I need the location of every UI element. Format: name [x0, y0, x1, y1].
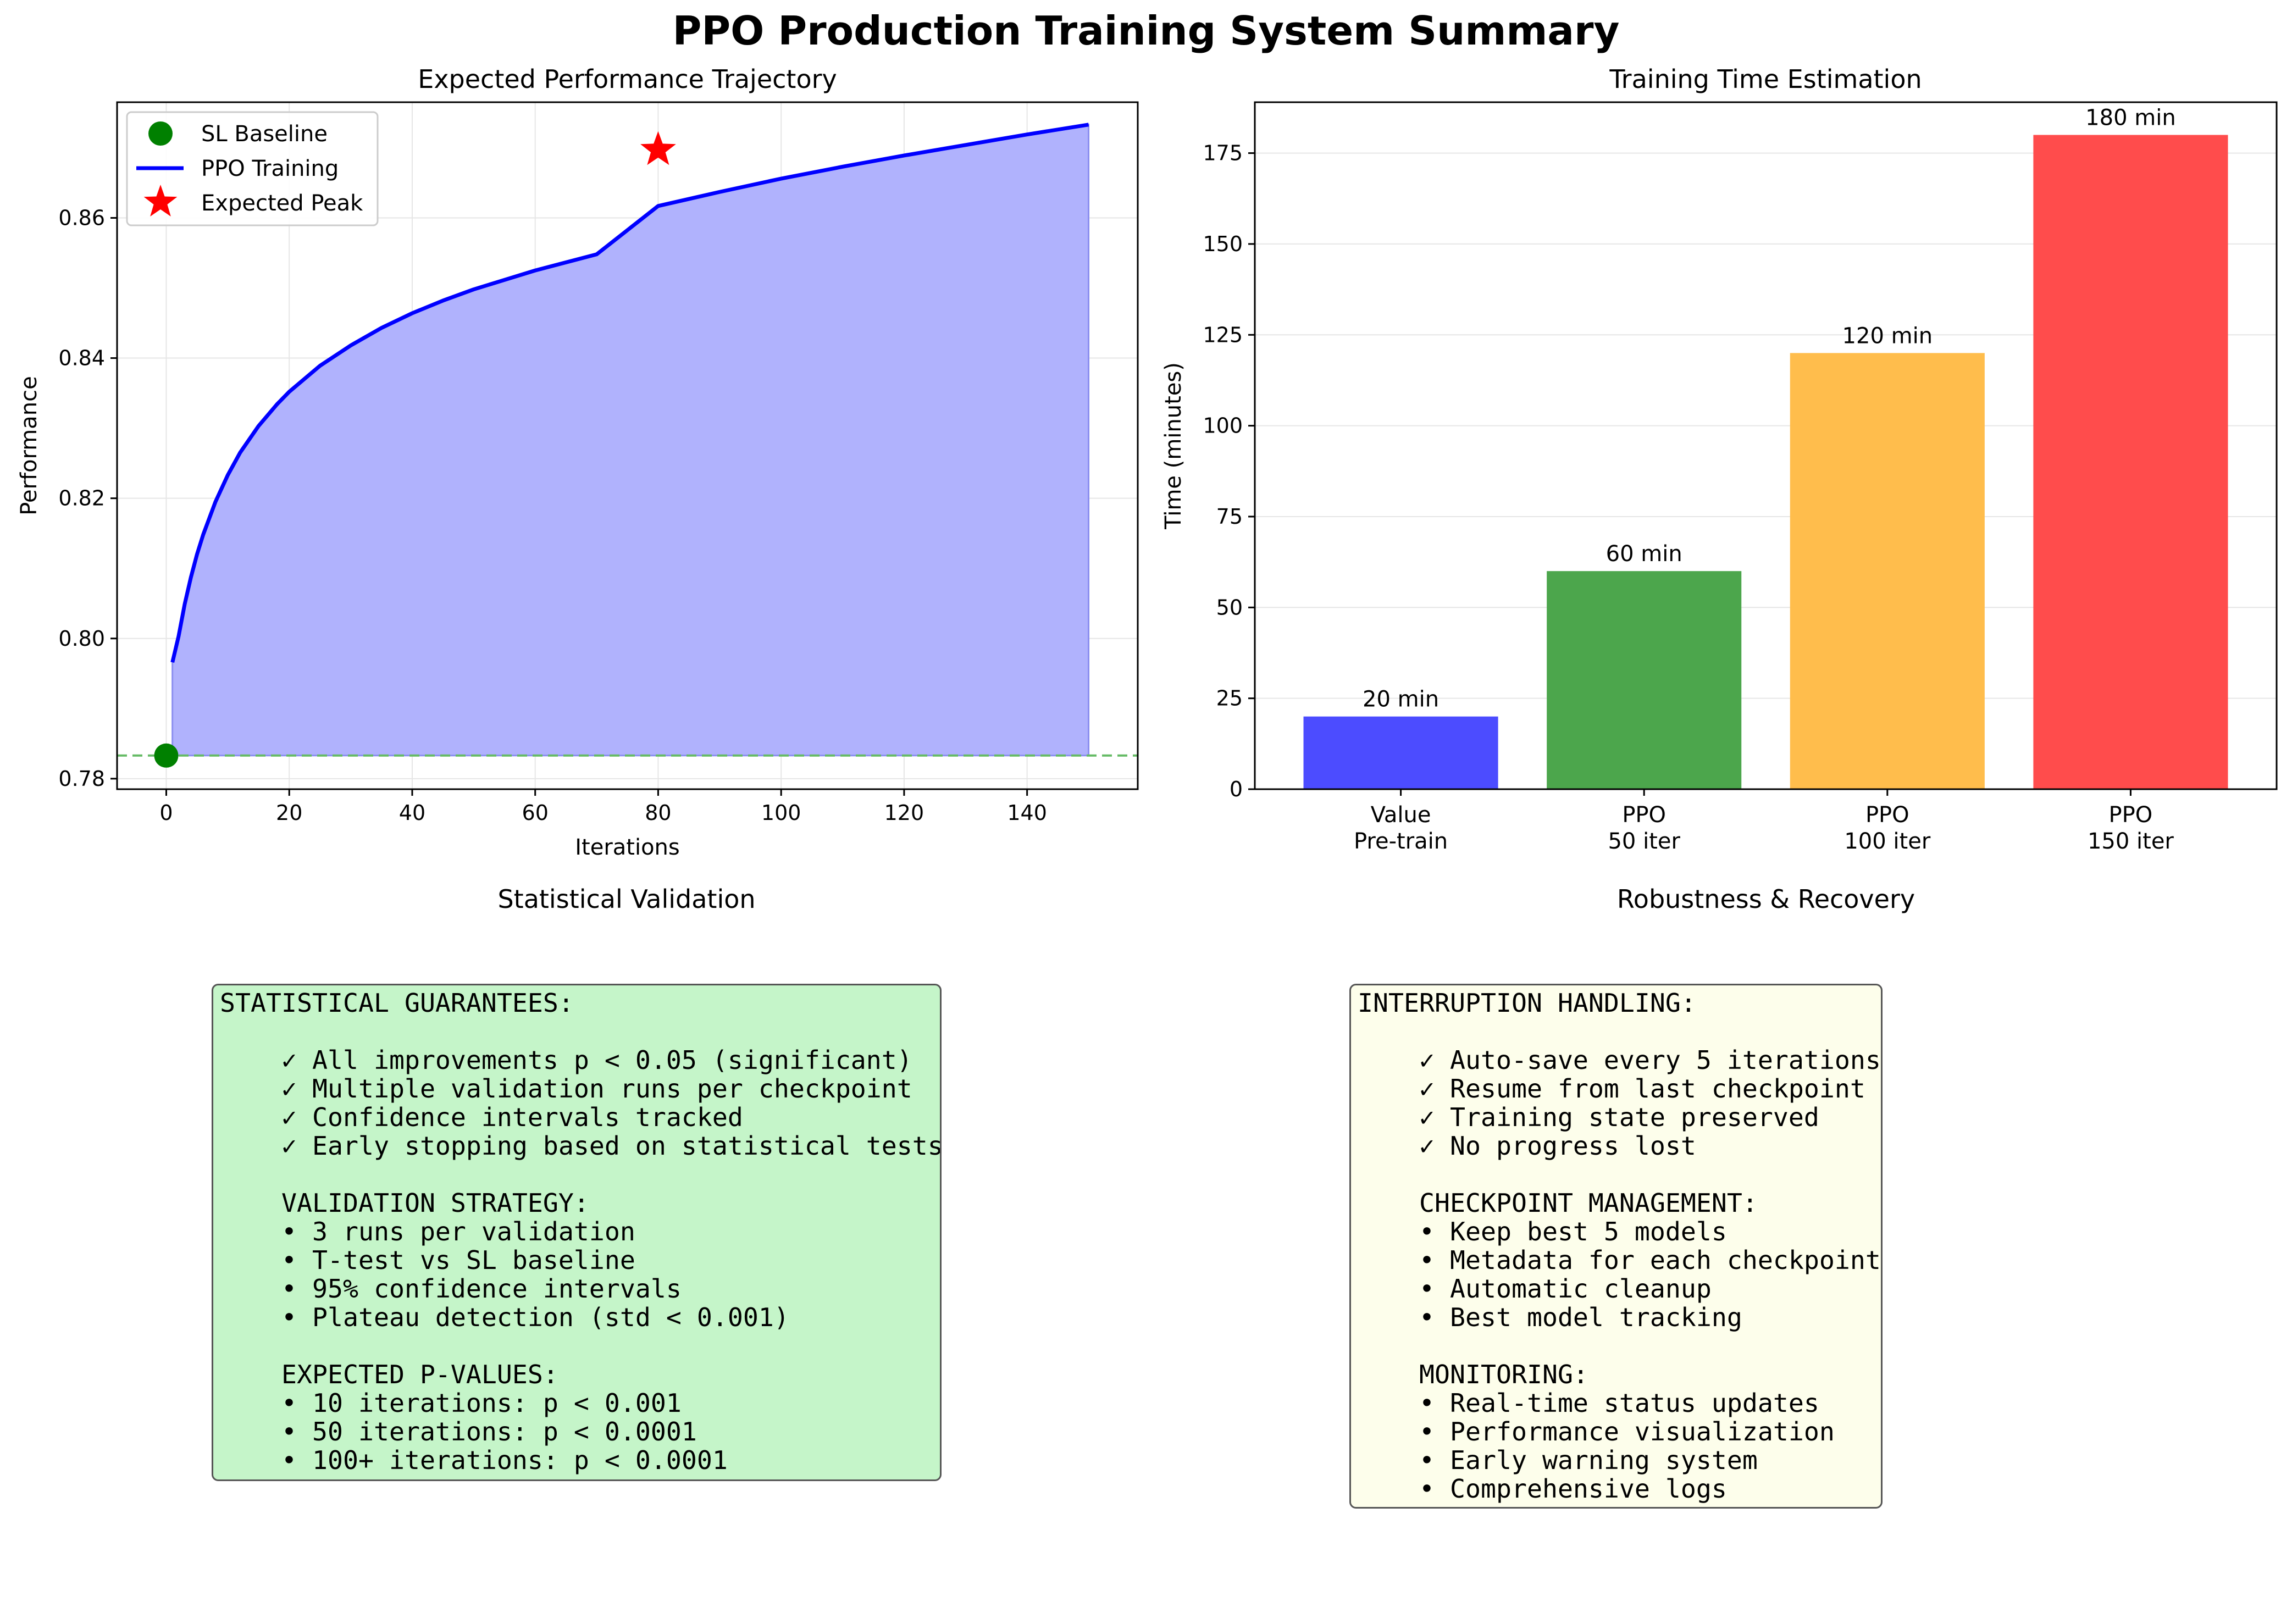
statistical-guarantees-box: STATISTICAL GUARANTEES: ✓ All improvemen… [212, 984, 942, 1481]
panel-text-line [220, 1017, 940, 1046]
panel-text-line: • 50 iterations: p < 0.0001 [220, 1417, 697, 1446]
panel-text-line: • Early warning system [1358, 1445, 1758, 1475]
y-tick-label: 50 [1216, 595, 1243, 619]
x-tick-label: 60 [522, 801, 549, 825]
y-axis-label: Time (minutes) [1161, 362, 1186, 530]
panel-text-line: ✓ No progress lost [1358, 1131, 1696, 1161]
x-tick-label: 40 [399, 801, 425, 825]
panel-text-line: ✓ Auto-save every 5 iterations [1358, 1045, 1881, 1075]
x-tick-label: Value [1371, 802, 1431, 828]
bar [1547, 571, 1742, 789]
bar-data-label: 60 min [1606, 541, 1682, 567]
panel-text-line: • Comprehensive logs [1358, 1474, 1727, 1504]
x-tick-label: 150 iter [2088, 829, 2174, 854]
panel-text-line: • 95% confidence intervals [220, 1274, 682, 1304]
y-tick-label: 150 [1203, 232, 1243, 256]
plot-frame [1254, 101, 2278, 790]
panel-text-line: STATISTICAL GUARANTEES: [220, 988, 574, 1018]
y-axis-label: Performance [16, 376, 42, 515]
y-tick-label: 100 [1203, 414, 1243, 438]
figure-title: PPO Production Training System Summary [672, 8, 1620, 54]
legend-peak-label: Expected Peak [201, 191, 363, 216]
bar-data-label: 120 min [1842, 323, 1933, 348]
chart-title: Training Time Estimation [1609, 64, 1922, 94]
panel-text-line: • T-test vs SL baseline [220, 1245, 635, 1275]
y-tick-label: 0.84 [58, 346, 105, 370]
bar [2033, 135, 2228, 789]
panel-text-line: • 3 runs per validation [220, 1217, 635, 1246]
x-tick-label: 80 [645, 801, 671, 825]
y-tick-label: 0.80 [58, 627, 105, 651]
bar [1790, 353, 1985, 789]
statistical-validation-title: Statistical Validation [497, 884, 755, 914]
x-tick-label: 20 [276, 801, 302, 825]
x-tick-label: 50 iter [1608, 829, 1680, 854]
panel-text-line: • Plateau detection (std < 0.001) [220, 1302, 789, 1332]
x-tick-label: PPO [1622, 802, 1666, 828]
bar-data-label: 180 min [2085, 106, 2176, 131]
legend-peak-star [143, 185, 178, 217]
y-tick-label: 175 [1203, 141, 1243, 165]
legend-box [126, 111, 379, 226]
sl-baseline-point [154, 743, 179, 768]
panel-text-line [1358, 1332, 1881, 1360]
panel-text-line: EXPECTED P-VALUES: [220, 1360, 558, 1389]
expected-peak-star [640, 131, 676, 165]
ppo-training-line [170, 123, 1089, 663]
y-tick-label: 0 [1230, 777, 1243, 801]
x-tick-label: Pre-train [1354, 829, 1448, 854]
panel-text-line: ✓ Early stopping based on statistical te… [220, 1131, 942, 1161]
x-tick-label: PPO [1865, 802, 1909, 828]
panel-text-line: • Automatic cleanup [1358, 1274, 1712, 1304]
legend-sl-baseline-label: SL Baseline [201, 121, 328, 147]
panel-text-line: ✓ Training state preserved [1358, 1102, 1819, 1132]
panel-text-line: • 100+ iterations: p < 0.0001 [220, 1445, 728, 1475]
panel-text-line: CHECKPOINT MANAGEMENT: [1358, 1188, 1758, 1218]
panel-text-line: ✓ Resume from last checkpoint [1358, 1074, 1865, 1104]
y-tick-label: 75 [1216, 505, 1243, 529]
panel-text-line: • 10 iterations: p < 0.001 [220, 1388, 682, 1418]
bar [1303, 716, 1498, 789]
legend-sl-baseline-marker [148, 121, 173, 146]
chart-title: Expected Performance Trajectory [418, 64, 837, 94]
panel-text-line: • Metadata for each checkpoint [1358, 1245, 1881, 1275]
panel-text-line: • Performance visualization [1358, 1417, 1835, 1446]
performance-trajectory-chart: 0 20 40 60 80 100 120 140 0.78 0.80 0.82 0.84 0.86 Ex… [16, 64, 1139, 860]
plot-frame [116, 101, 1139, 790]
robustness-recovery-title: Robustness & Recovery [1617, 884, 1915, 914]
panel-text-line [1358, 1160, 1881, 1189]
x-tick-label: 120 [884, 801, 924, 825]
y-tick-label: 0.86 [58, 206, 105, 230]
y-tick-label: 25 [1216, 686, 1243, 711]
robustness-recovery-box: INTERRUPTION HANDLING: ✓ Auto-save every… [1349, 984, 1883, 1509]
x-tick-label: PPO [2109, 802, 2153, 828]
panel-text-line: ✓ Multiple validation runs per checkpoin… [220, 1074, 912, 1104]
panel-text-line [1358, 1017, 1881, 1046]
x-tick-label: 100 [761, 801, 801, 825]
x-tick-label: 100 iter [1844, 829, 1930, 854]
y-tick-label: 0.78 [58, 767, 105, 791]
panel-text-line: VALIDATION STRATEGY: [220, 1188, 589, 1218]
panel-text-line: • Keep best 5 models [1358, 1217, 1727, 1246]
panel-text-line: MONITORING: [1358, 1360, 1588, 1389]
panel-text-line: ✓ Confidence intervals tracked [220, 1102, 743, 1132]
x-tick-label: 140 [1007, 801, 1047, 825]
panel-text-line: • Best model tracking [1358, 1302, 1742, 1332]
panel-text-line: ✓ All improvements p < 0.05 (significant… [220, 1045, 912, 1075]
legend-ppo-label: PPO Training [201, 156, 339, 181]
legend: SL Baseline PPO Training Expected Peak [126, 111, 379, 226]
panel-text-line: • Real-time status updates [1358, 1388, 1819, 1418]
y-tick-label: 125 [1203, 323, 1243, 347]
panel-text-line [220, 1160, 940, 1189]
x-tick-label: 0 [159, 801, 173, 825]
bar-data-label: 20 min [1363, 687, 1439, 712]
x-axis-label: Iterations [575, 835, 680, 860]
panel-text-line: INTERRUPTION HANDLING: [1358, 988, 1696, 1018]
y-tick-label: 0.82 [58, 486, 105, 511]
panel-text-line [220, 1332, 940, 1360]
